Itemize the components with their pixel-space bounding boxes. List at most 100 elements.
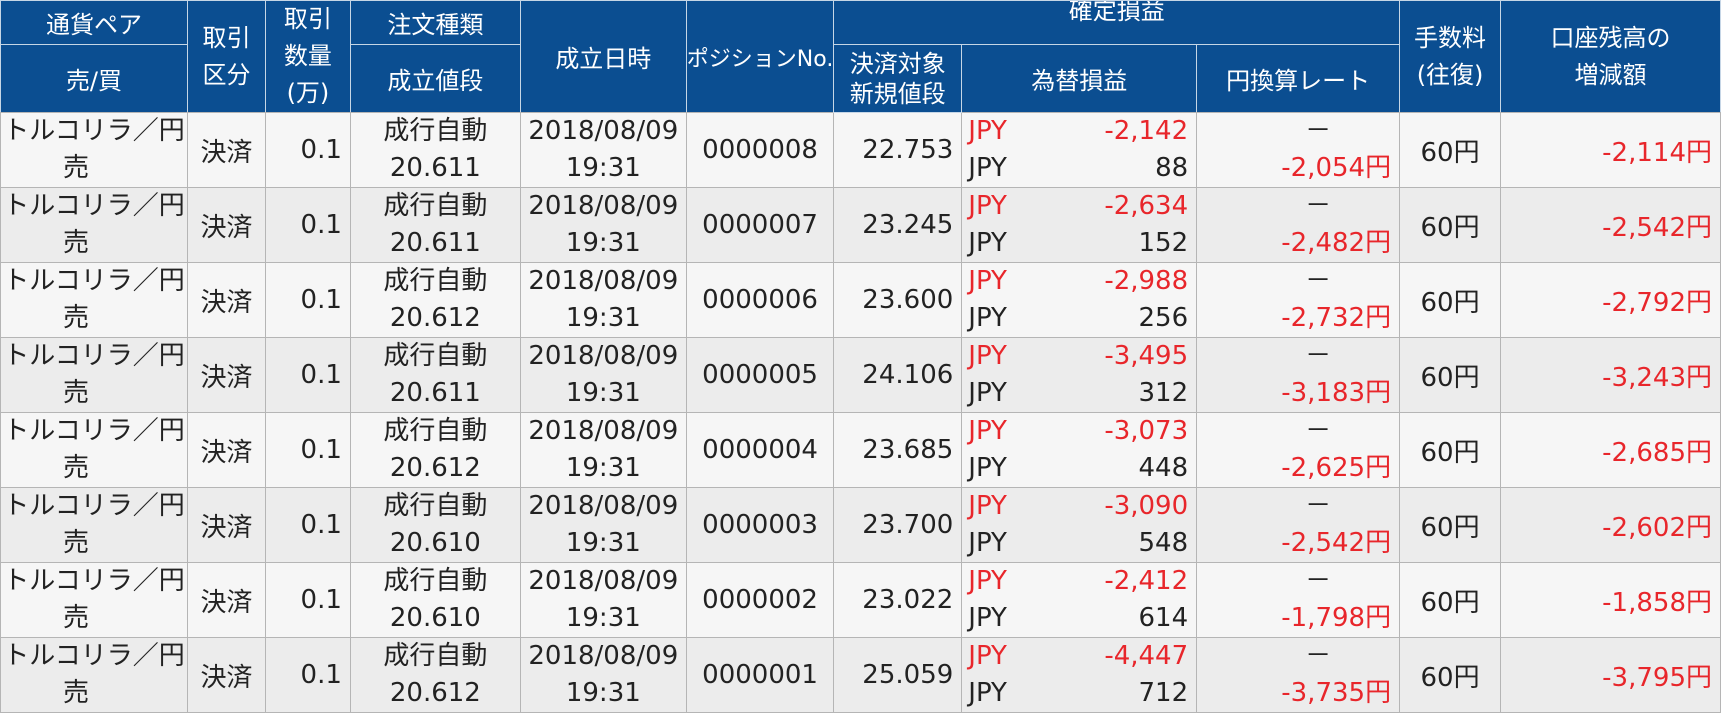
order-cell: 成行自動 20.612 (349, 412, 521, 488)
trade-type: 決済 (186, 562, 266, 638)
trade-side: 売 (63, 153, 90, 183)
table-row[interactable]: トルコリラ／円 売 決済 0.1 成行自動 20.611 2018/08/09 … (0, 187, 1721, 263)
swap: 712 (1138, 678, 1189, 708)
table-row[interactable]: トルコリラ／円 売 決済 0.1 成行自動 20.612 2018/08/09 … (0, 637, 1721, 713)
yen-rate: － (1305, 266, 1332, 296)
yen-converted: -2,482円 (1281, 228, 1392, 258)
fx-pl: -3,073 (1104, 416, 1189, 446)
table-row[interactable]: トルコリラ／円 売 決済 0.1 成行自動 20.612 2018/08/09 … (0, 262, 1721, 338)
yen-rate: － (1305, 341, 1332, 371)
trade-type: 決済 (186, 637, 266, 713)
swap: 614 (1138, 603, 1189, 633)
header-pair: 通貨ペア (0, 0, 188, 45)
pl-cell: JPY -2,142 JPY 88 (961, 112, 1198, 188)
exec-time: 19:31 (565, 303, 641, 333)
exec-time: 19:31 (565, 228, 641, 258)
table-row[interactable]: トルコリラ／円 売 決済 0.1 成行自動 20.612 2018/08/09 … (0, 412, 1721, 488)
yen-cell: － -2,542円 (1196, 487, 1401, 563)
quantity: 0.1 (264, 637, 351, 713)
header-balance-change: 口座残高の 増減額 (1500, 0, 1721, 113)
yen-converted: -3,735円 (1281, 678, 1392, 708)
swap-currency: JPY (968, 378, 1007, 408)
swap-currency: JPY (968, 528, 1007, 558)
order-cell: 成行自動 20.612 (349, 637, 521, 713)
exec-price: 20.612 (389, 453, 481, 483)
swap-currency: JPY (968, 303, 1007, 333)
settle-price: 22.753 (833, 112, 963, 188)
exec-price: 20.612 (389, 303, 481, 333)
trade-side: 売 (63, 303, 90, 333)
table-row[interactable]: トルコリラ／円 売 決済 0.1 成行自動 20.610 2018/08/09 … (0, 487, 1721, 563)
position-no: 0000002 (685, 562, 835, 638)
yen-converted: -1,798円 (1281, 603, 1392, 633)
order-type: 成行自動 (383, 266, 488, 296)
table-row[interactable]: トルコリラ／円 売 決済 0.1 成行自動 20.610 2018/08/09 … (0, 562, 1721, 638)
position-no: 0000003 (685, 487, 835, 563)
fx-currency: JPY (968, 116, 1007, 146)
exec-time: 19:31 (565, 153, 641, 183)
table-row[interactable]: トルコリラ／円 売 決済 0.1 成行自動 20.611 2018/08/09 … (0, 337, 1721, 413)
swap: 88 (1155, 153, 1189, 183)
fee: 60円 (1399, 637, 1502, 713)
datetime-cell: 2018/08/09 19:31 (519, 337, 687, 413)
order-cell: 成行自動 20.610 (349, 562, 521, 638)
order-type: 成行自動 (383, 191, 488, 221)
header-fee-line1: 手数料 (1414, 23, 1487, 52)
trade-side: 売 (63, 678, 90, 708)
pair-cell: トルコリラ／円 売 (0, 637, 188, 713)
exec-date: 2018/08/09 (528, 116, 679, 146)
pair-name: トルコリラ／円 (3, 191, 185, 221)
pair-cell: トルコリラ／円 売 (0, 562, 188, 638)
table-body: トルコリラ／円 売 決済 0.1 成行自動 20.611 2018/08/09 … (0, 112, 1721, 713)
exec-price: 20.610 (389, 603, 481, 633)
settle-price: 24.106 (833, 337, 963, 413)
exec-price: 20.612 (389, 678, 481, 708)
header-settle-price-line1: 決済対象 (849, 49, 946, 78)
position-no: 0000004 (685, 412, 835, 488)
fee: 60円 (1399, 337, 1502, 413)
header-quantity: 取引 数量 (万) (264, 0, 351, 113)
pl-cell: JPY -3,090 JPY 548 (961, 487, 1198, 563)
balance-change: -3,243円 (1500, 337, 1721, 413)
yen-cell: － -2,482円 (1196, 187, 1401, 263)
fx-currency: JPY (968, 566, 1007, 596)
yen-converted: -2,054円 (1281, 153, 1392, 183)
order-cell: 成行自動 20.611 (349, 337, 521, 413)
header-trade-type: 取引 区分 (186, 0, 266, 113)
pair-name: トルコリラ／円 (3, 266, 185, 296)
fx-pl: -2,988 (1104, 266, 1189, 296)
fx-currency: JPY (968, 341, 1007, 371)
exec-time: 19:31 (565, 678, 641, 708)
fx-currency: JPY (968, 641, 1007, 671)
table-row[interactable]: トルコリラ／円 売 決済 0.1 成行自動 20.611 2018/08/09 … (0, 112, 1721, 188)
order-type: 成行自動 (383, 491, 488, 521)
fee: 60円 (1399, 412, 1502, 488)
swap-currency: JPY (968, 228, 1007, 258)
exec-time: 19:31 (565, 603, 641, 633)
yen-rate: － (1305, 566, 1332, 596)
yen-cell: － -3,735円 (1196, 637, 1401, 713)
exec-date: 2018/08/09 (528, 416, 679, 446)
quantity: 0.1 (264, 337, 351, 413)
fx-pl: -3,090 (1104, 491, 1189, 521)
header-confirmed-pl: 確定損益 (833, 0, 1401, 45)
header-exec-datetime: 成立日時 (519, 0, 687, 113)
header-settle-price-line2: 新規値段 (849, 79, 946, 108)
fx-currency: JPY (968, 191, 1007, 221)
pair-cell: トルコリラ／円 売 (0, 187, 188, 263)
quantity: 0.1 (264, 187, 351, 263)
header-fx-pl: 為替損益 (961, 44, 1198, 113)
pair-name: トルコリラ／円 (3, 641, 185, 671)
order-type: 成行自動 (383, 416, 488, 446)
fee: 60円 (1399, 262, 1502, 338)
position-no: 0000005 (685, 337, 835, 413)
order-cell: 成行自動 20.611 (349, 112, 521, 188)
trade-type: 決済 (186, 112, 266, 188)
datetime-cell: 2018/08/09 19:31 (519, 637, 687, 713)
trade-type: 決済 (186, 187, 266, 263)
header-balance-change-line2: 増減額 (1574, 60, 1647, 89)
exec-date: 2018/08/09 (528, 491, 679, 521)
order-cell: 成行自動 20.611 (349, 187, 521, 263)
header-position-no: ポジションNo. (685, 0, 835, 113)
datetime-cell: 2018/08/09 19:31 (519, 187, 687, 263)
